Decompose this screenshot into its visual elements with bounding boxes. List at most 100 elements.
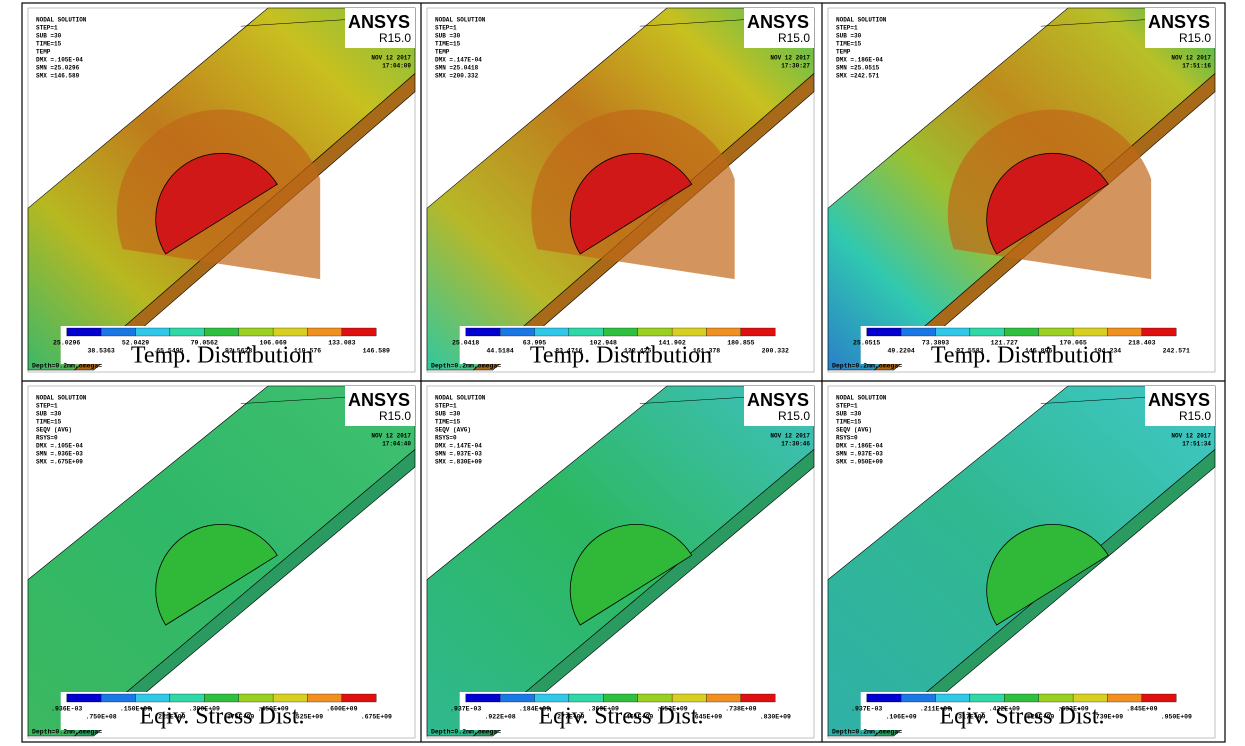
- legend-label: 200.332: [762, 348, 789, 355]
- version: R15.0: [1179, 409, 1211, 423]
- legend-swatch: [535, 694, 569, 702]
- header-line: DMX =.105E-04: [36, 57, 83, 64]
- logo: ANSYS: [747, 390, 809, 410]
- header-line: TIME=15: [36, 419, 62, 426]
- header-line: TEMP: [36, 49, 51, 56]
- header-line: DMX =.186E-04: [836, 57, 883, 64]
- legend-swatch: [672, 328, 706, 336]
- legend-swatch: [1004, 328, 1038, 336]
- header-line: SEQV (AVG): [36, 427, 72, 434]
- legend-label: .750E+08: [85, 714, 116, 721]
- logo: ANSYS: [348, 390, 410, 410]
- header-line: SUB =30: [435, 411, 461, 418]
- legend-swatch: [342, 328, 376, 336]
- legend-swatch: [308, 694, 342, 702]
- legend-swatch: [1108, 328, 1142, 336]
- header-line: DMX =.105E-04: [36, 443, 83, 450]
- caption: Eqiv. Stress Dist.: [139, 704, 304, 730]
- caption: Eqiv. Stress Dist.: [939, 704, 1104, 730]
- header-line: RSYS=0: [836, 435, 858, 442]
- version: R15.0: [1179, 31, 1211, 45]
- time: 17:30:27: [781, 63, 810, 70]
- legend-label: .845E+09: [1126, 706, 1157, 713]
- legend-label: .937E-03: [450, 706, 481, 713]
- legend-label: 49.2204: [887, 348, 914, 355]
- version: R15.0: [379, 409, 411, 423]
- version: R15.0: [778, 409, 810, 423]
- legend-swatch: [1142, 694, 1176, 702]
- panel: NODAL SOLUTIONSTEP=1SUB =30TIME=15SEQV (…: [427, 386, 814, 738]
- logo: ANSYS: [1148, 12, 1210, 32]
- legend-swatch: [901, 694, 935, 702]
- legend-label: .950E+09: [1161, 714, 1192, 721]
- version: R15.0: [379, 31, 411, 45]
- legend-swatch: [204, 328, 238, 336]
- header-line: SUB =30: [836, 33, 862, 40]
- header-line: SMX =.675E+09: [36, 459, 83, 466]
- date: NOV 12 2017: [371, 55, 411, 62]
- legend-swatch: [603, 694, 637, 702]
- footer: Depth=0.2mm,omega=: [832, 363, 902, 370]
- header-line: TEMP: [435, 49, 450, 56]
- header-line: SMN =.936E-03: [36, 451, 83, 458]
- logo: ANSYS: [348, 12, 410, 32]
- header-line: SMN =.937E-03: [435, 451, 482, 458]
- legend-swatch: [936, 694, 970, 702]
- legend-swatch: [170, 328, 204, 336]
- header-line: STEP=1: [836, 403, 858, 410]
- header-line: TIME=15: [435, 41, 461, 48]
- header-line: RSYS=0: [435, 435, 457, 442]
- header-line: SUB =30: [36, 411, 62, 418]
- time: 17:51:16: [1182, 63, 1211, 70]
- logo: ANSYS: [1148, 390, 1210, 410]
- legend-swatch: [569, 328, 603, 336]
- legend-swatch: [1073, 694, 1107, 702]
- legend-swatch: [1039, 694, 1073, 702]
- footer: Depth=0.2mm,omega=: [431, 363, 501, 370]
- legend-swatch: [500, 328, 534, 336]
- legend-swatch: [101, 328, 135, 336]
- legend-swatch: [136, 328, 170, 336]
- figure-table: NODAL SOLUTIONSTEP=1SUB =30TIME=15TEMPDM…: [0, 0, 1245, 746]
- legend-swatch: [569, 694, 603, 702]
- date: NOV 12 2017: [770, 433, 810, 440]
- legend-label: .106E+09: [885, 714, 916, 721]
- cells: NODAL SOLUTIONSTEP=1SUB =30TIME=15TEMPDM…: [28, 8, 1215, 738]
- time: 17:04:40: [382, 441, 411, 448]
- version: R15.0: [778, 31, 810, 45]
- header-line: SUB =30: [836, 411, 862, 418]
- legend-label: .675E+09: [361, 714, 392, 721]
- legend-label: 44.5184: [486, 348, 513, 355]
- legend-label: .600E+09: [326, 706, 357, 713]
- header-line: DMX =.147E-04: [435, 57, 482, 64]
- footer: Depth=0.2mm,omega=: [431, 729, 501, 736]
- legend-label: 146.589: [363, 348, 390, 355]
- legend-swatch: [1039, 328, 1073, 336]
- legend-swatch: [603, 328, 637, 336]
- header-line: STEP=1: [36, 25, 58, 32]
- caption: Temp. Distribution: [931, 343, 1113, 369]
- header-line: SMN =25.0418: [435, 65, 479, 72]
- legend-swatch: [308, 328, 342, 336]
- legend-swatch: [1004, 694, 1038, 702]
- header-line: STEP=1: [836, 25, 858, 32]
- header-line: DMX =.147E-04: [435, 443, 482, 450]
- header-line: NODAL SOLUTION: [836, 395, 887, 402]
- header-line: NODAL SOLUTION: [435, 395, 486, 402]
- header-line: STEP=1: [435, 25, 457, 32]
- legend-label: .936E-03: [51, 706, 82, 713]
- legend-label: 25.0296: [53, 340, 80, 347]
- legend-label: 25.0418: [452, 340, 479, 347]
- legend-label: .937E-03: [851, 706, 882, 713]
- legend-swatch: [867, 694, 901, 702]
- date: NOV 12 2017: [1171, 55, 1211, 62]
- legend-swatch: [67, 694, 101, 702]
- panel: NODAL SOLUTIONSTEP=1SUB =30TIME=15TEMPDM…: [427, 8, 814, 372]
- header-line: SMN =25.0296: [36, 65, 80, 72]
- legend-swatch: [1108, 694, 1142, 702]
- legend-swatch: [136, 694, 170, 702]
- date: NOV 12 2017: [371, 433, 411, 440]
- header-line: TIME=15: [836, 41, 862, 48]
